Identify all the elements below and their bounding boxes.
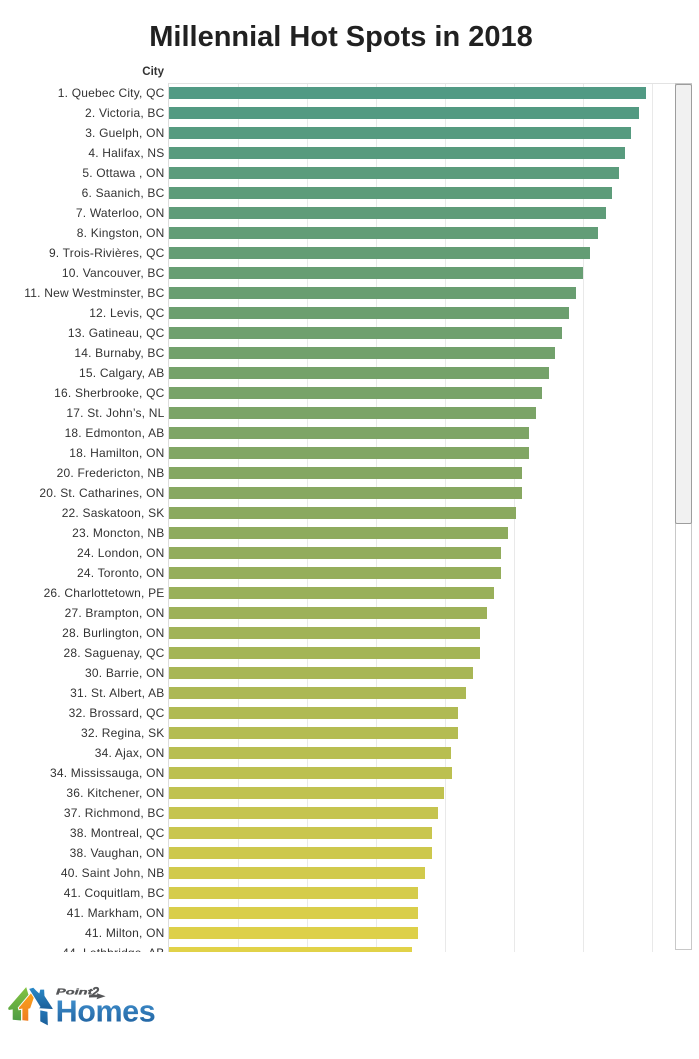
svg-text:2: 2 — [91, 985, 100, 1000]
svg-text:Homes: Homes — [56, 994, 156, 1028]
svg-text:Point: Point — [56, 987, 94, 997]
